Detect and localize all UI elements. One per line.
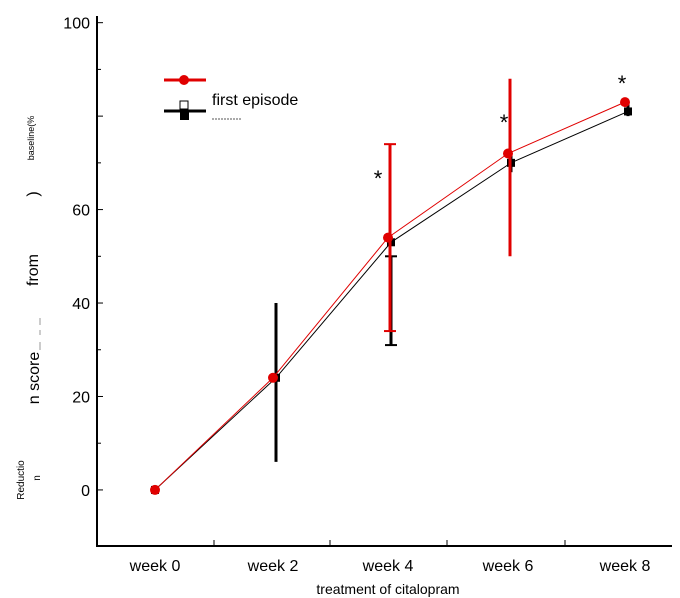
y-axis-ticks: 0 20 40 60 100	[63, 16, 103, 500]
y-axis-label: Reductio n n score from) baseline(%	[16, 116, 43, 500]
data-point	[503, 148, 513, 159]
series-layer: * * *	[150, 71, 632, 495]
x-axis-label: treatment of citalopram	[316, 581, 459, 597]
x-tick-label: week 8	[599, 558, 651, 575]
y-label-part: n	[32, 475, 43, 481]
x-tick-label: week 4	[362, 558, 414, 575]
y-tick-label: 60	[72, 203, 90, 220]
data-point	[268, 372, 278, 383]
data-point	[150, 484, 160, 495]
data-point	[383, 232, 393, 243]
y-tick-label: 100	[63, 16, 90, 33]
legend-marker-open	[179, 100, 189, 110]
legend: first episode	[164, 75, 298, 120]
y-label-part: from	[25, 254, 42, 286]
x-tick-label: week 0	[129, 558, 181, 575]
y-label-part: )	[25, 191, 42, 196]
x-axis-ticks: week 0 week 2 week 4 week 6 week 8	[129, 540, 651, 575]
significance-asterisk: *	[500, 110, 509, 135]
y-tick-label: 20	[72, 389, 90, 406]
x-tick-label: week 6	[482, 558, 534, 575]
y-tick-label: 40	[72, 296, 90, 313]
data-point	[624, 107, 632, 116]
legend-marker-second	[180, 112, 189, 120]
axes	[96, 16, 672, 547]
significance-asterisk: *	[374, 166, 383, 191]
legend-marker-first-episode	[179, 75, 189, 85]
data-point	[620, 97, 630, 108]
significance-asterisk: *	[618, 71, 627, 96]
y-label-part: Reductio	[16, 460, 27, 500]
legend-label-first-episode: first episode	[212, 92, 298, 109]
series-first-episode	[150, 78, 630, 495]
x-tick-label: week 2	[247, 558, 299, 575]
y-tick-label: 0	[81, 483, 90, 500]
y-label-part: n score	[26, 352, 43, 405]
y-label-part: baseline(%	[26, 116, 36, 161]
